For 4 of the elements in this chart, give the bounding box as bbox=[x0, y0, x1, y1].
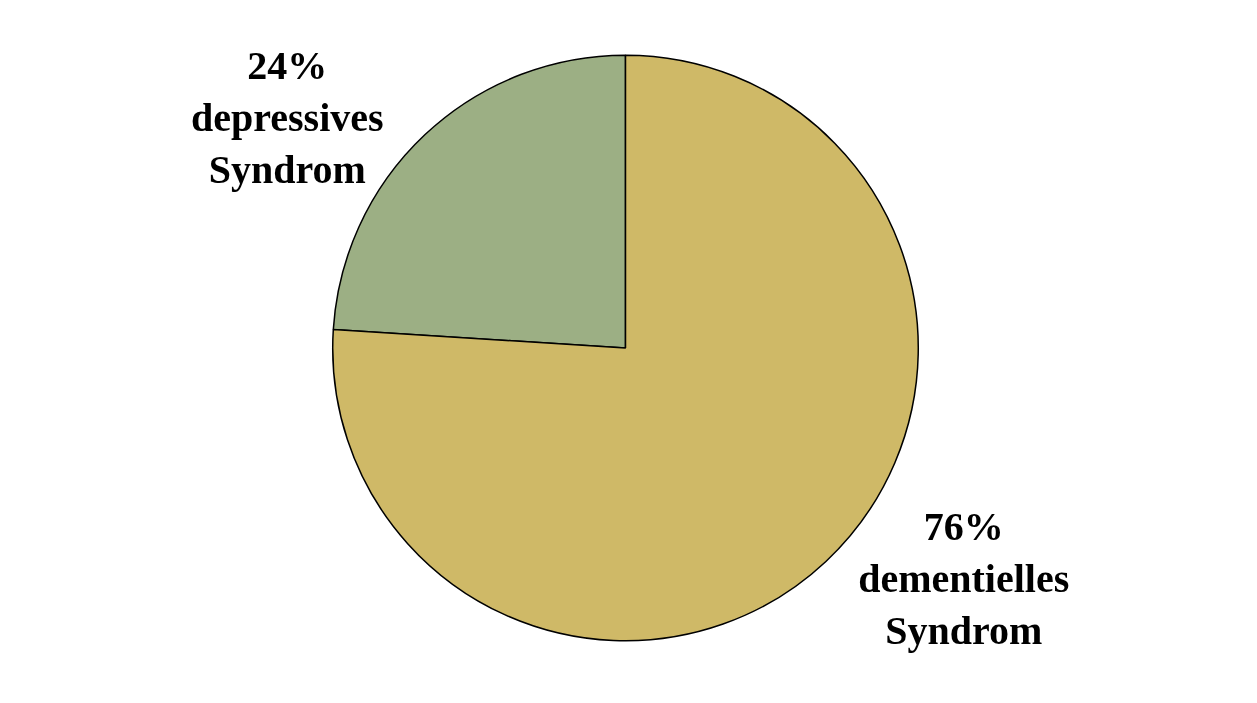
data-label: 24% bbox=[247, 43, 328, 89]
slice-label: depressives Syndrom bbox=[190, 94, 384, 192]
data-label: 76% bbox=[923, 504, 1004, 550]
slice-label: dementielles Syndrom bbox=[858, 556, 1070, 653]
